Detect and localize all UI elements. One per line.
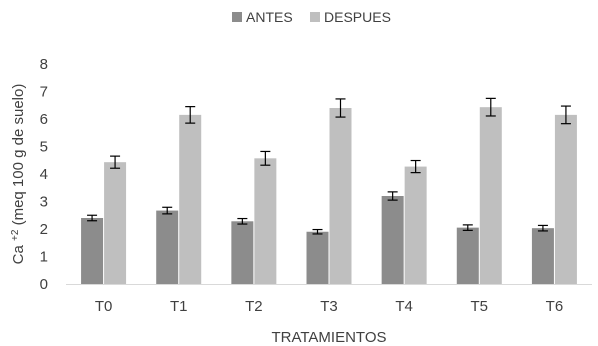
y-axis-title-base: Ca	[10, 245, 27, 265]
y-axis-ticks: 0 1 2 3 4 5 6 7 8	[40, 56, 48, 293]
legend-swatch	[232, 12, 242, 22]
y-axis-title: Ca +2 (meq 100 g de suelo)	[10, 84, 28, 265]
legend-label: ANTES	[246, 9, 293, 25]
bars	[81, 107, 577, 284]
x-tick-label: T4	[395, 298, 413, 315]
legend-item-antes: ANTES	[232, 9, 293, 25]
y-axis-title-superscript: +2	[10, 229, 21, 241]
y-axis-title-rest: (meq 100 g de suelo)	[10, 84, 27, 226]
legend: ANTES DESPUES	[232, 9, 391, 25]
error-bars	[87, 97, 571, 235]
bar-antes-t6	[531, 228, 554, 284]
bar-despues-t4	[404, 166, 427, 284]
error-bar-despues-t5	[485, 97, 496, 117]
legend-label: DESPUES	[324, 9, 391, 25]
error-bar-antes-t0	[87, 214, 98, 222]
x-axis-ticks: T0 T1 T2 T3 T4 T5 T6	[95, 298, 563, 315]
bar-antes-t2	[231, 221, 254, 284]
bar-antes-t1	[156, 210, 179, 284]
y-tick-label: 4	[40, 166, 48, 183]
error-bar-antes-t1	[162, 206, 173, 215]
x-tick-label: T3	[320, 298, 338, 315]
error-bar-despues-t6	[560, 105, 571, 125]
x-tick-label: T2	[245, 298, 263, 315]
error-bar-antes-t4	[387, 191, 398, 201]
error-bar-antes-t5	[462, 224, 473, 231]
error-bar-despues-t0	[110, 155, 121, 169]
y-tick-label: 3	[40, 194, 48, 211]
error-bar-antes-t3	[312, 228, 323, 235]
y-tick-label: 2	[40, 221, 48, 238]
x-tick-label: T6	[546, 298, 564, 315]
error-bar-despues-t2	[260, 150, 271, 166]
bar-antes-t4	[381, 196, 404, 284]
y-tick-label: 6	[40, 111, 48, 128]
error-bar-despues-t3	[335, 98, 346, 118]
y-tick-label: 8	[40, 56, 48, 73]
bar-despues-t5	[479, 107, 502, 284]
bar-antes-t3	[306, 231, 329, 284]
x-tick-label: T5	[471, 298, 489, 315]
x-tick-label: T1	[170, 298, 188, 315]
bar-despues-t1	[179, 114, 202, 284]
error-bar-antes-t6	[537, 224, 548, 232]
x-axis-title: TRATAMIENTOS	[271, 329, 386, 346]
y-tick-label: 1	[40, 249, 48, 266]
legend-swatch	[310, 12, 320, 22]
error-bar-despues-t4	[410, 159, 421, 174]
bar-antes-t0	[81, 218, 104, 284]
error-bar-despues-t1	[185, 106, 196, 124]
x-tick-label: T0	[95, 298, 113, 315]
legend-item-despues: DESPUES	[310, 9, 391, 25]
bar-antes-t5	[456, 227, 479, 284]
y-tick-label: 7	[40, 84, 48, 101]
bar-despues-t0	[104, 162, 127, 284]
bar-despues-t2	[254, 158, 277, 284]
y-tick-label: 5	[40, 139, 48, 156]
y-tick-label: 0	[40, 276, 48, 293]
error-bar-antes-t2	[237, 217, 248, 225]
bar-despues-t6	[554, 114, 577, 284]
bar-despues-t3	[329, 108, 352, 284]
